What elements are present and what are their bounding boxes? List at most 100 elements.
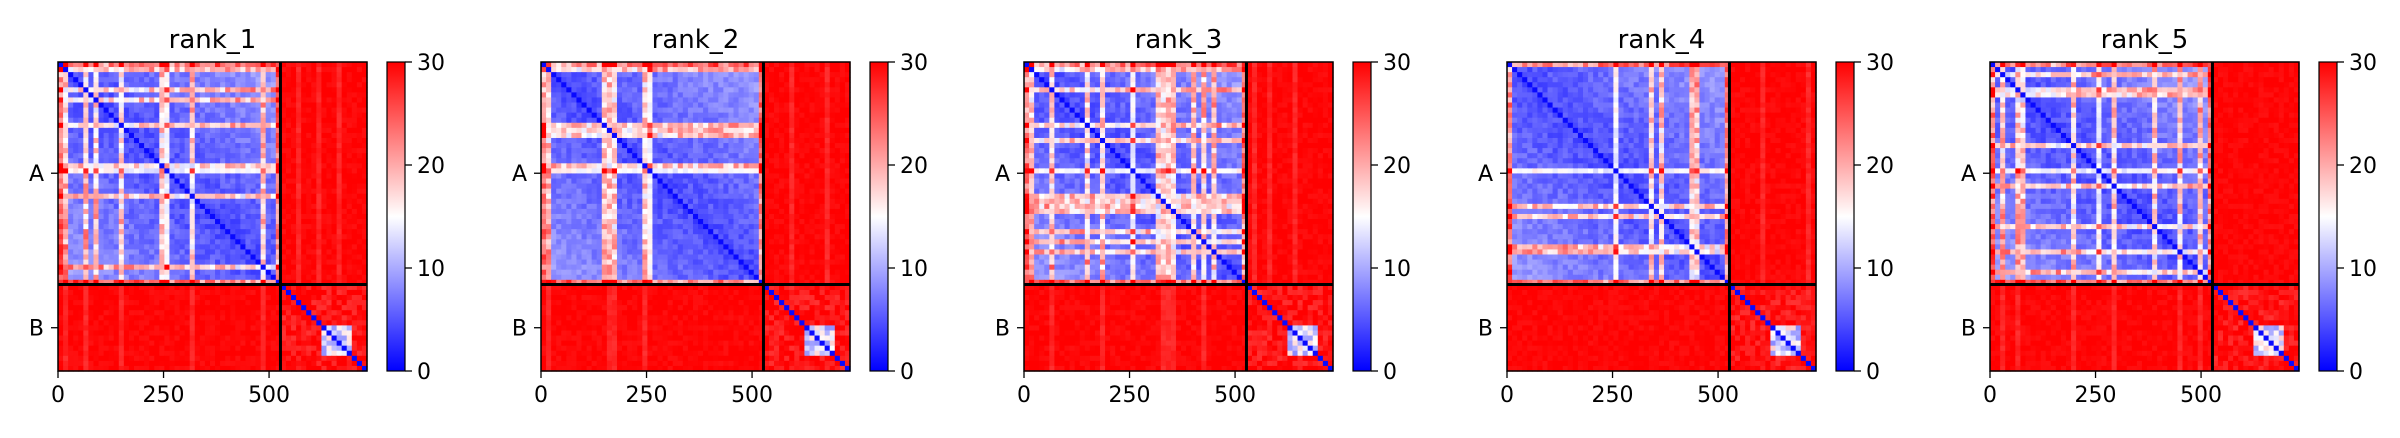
heatmap-cell [205, 158, 211, 164]
heatmap-cell [602, 113, 608, 119]
heatmap-cell [93, 92, 99, 98]
heatmap-cell [769, 82, 775, 88]
heatmap-cell [205, 62, 211, 68]
heatmap-cell [195, 118, 201, 124]
heatmap-cell [332, 224, 338, 230]
heatmap-cell [88, 199, 94, 205]
heatmap-cell [149, 219, 155, 225]
heatmap-cell [301, 356, 307, 362]
heatmap-cell [321, 234, 327, 240]
heatmap-cell [83, 265, 89, 271]
heatmap-cell [754, 143, 760, 149]
heatmap-cell [779, 92, 785, 98]
heatmap-cell [139, 351, 145, 357]
heatmap-cell [337, 275, 343, 281]
heatmap-cell [326, 77, 332, 83]
heatmap-cell [245, 148, 251, 154]
heatmap-cell [703, 158, 709, 164]
heatmap-cell [357, 249, 363, 255]
heatmap-cell [627, 67, 633, 73]
heatmap-cell [541, 133, 547, 139]
heatmap-cell [352, 325, 358, 331]
heatmap-cell [114, 92, 120, 98]
heatmap-cell [830, 103, 836, 109]
heatmap-cell [582, 108, 588, 114]
heatmap-cell [301, 315, 307, 321]
heatmap-cell [175, 229, 181, 235]
heatmap-cell [230, 128, 236, 134]
heatmap-cell [200, 336, 206, 342]
heatmap-cell [576, 118, 582, 124]
heatmap-cell [220, 204, 226, 210]
heatmap-cell [240, 219, 246, 225]
heatmap-cell [240, 305, 246, 311]
heatmap-cell [830, 97, 836, 103]
heatmap-cell [311, 168, 317, 174]
heatmap-cell [119, 341, 125, 347]
heatmap-cell [342, 341, 348, 347]
heatmap-cell [799, 62, 805, 68]
heatmap-cell [63, 219, 69, 225]
heatmap-cell [357, 128, 363, 134]
heatmap-cell [195, 184, 201, 190]
heatmap-cell [88, 239, 94, 245]
heatmap-cell [93, 67, 99, 73]
heatmap-cell [63, 62, 69, 68]
heatmap-cell [566, 77, 572, 83]
heatmap-cell [296, 148, 302, 154]
heatmap-cell [175, 62, 181, 68]
heatmap-cell [840, 97, 846, 103]
heatmap-cell [301, 194, 307, 200]
heatmap-cell [220, 295, 226, 301]
heatmap-cell [642, 103, 648, 109]
heatmap-cell [73, 249, 79, 255]
heatmap-cell [180, 128, 186, 134]
heatmap-cell [83, 341, 89, 347]
heatmap-cell [129, 103, 135, 109]
heatmap-cell [119, 315, 125, 321]
heatmap-cell [139, 356, 145, 362]
heatmap-cell [809, 97, 815, 103]
heatmap-cell [58, 265, 64, 271]
heatmap-cell [195, 199, 201, 205]
heatmap-cell [93, 356, 99, 362]
heatmap-cell [546, 118, 552, 124]
heatmap-cell [337, 219, 343, 225]
heatmap-cell [809, 118, 815, 124]
heatmap-cell [301, 244, 307, 250]
heatmap-cell [225, 158, 231, 164]
heatmap-cell [124, 260, 130, 266]
heatmap-cell [316, 219, 322, 225]
heatmap-cell [728, 143, 734, 149]
heatmap-cell [311, 290, 317, 296]
heatmap-cell [703, 123, 709, 129]
heatmap-cell [58, 118, 64, 124]
heatmap-cell [119, 260, 125, 266]
heatmap-cell [301, 224, 307, 230]
heatmap-cell [296, 92, 302, 98]
heatmap-cell [78, 113, 84, 119]
heatmap-cell [200, 219, 206, 225]
heatmap-cell [342, 103, 348, 109]
heatmap-cell [678, 108, 684, 114]
heatmap-cell [205, 315, 211, 321]
heatmap-cell [144, 82, 150, 88]
heatmap-cell [104, 265, 110, 271]
heatmap-cell [683, 163, 689, 169]
heatmap-cell [296, 239, 302, 245]
heatmap-cell [301, 239, 307, 245]
heatmap-cell [306, 77, 312, 83]
heatmap-cell [632, 123, 638, 129]
heatmap-cell [804, 77, 810, 83]
heatmap-cell [337, 346, 343, 352]
heatmap-cell [352, 92, 358, 98]
heatmap-cell [337, 103, 343, 109]
heatmap-cell [637, 163, 643, 169]
heatmap-cell [164, 295, 170, 301]
heatmap-cell [88, 158, 94, 164]
heatmap-cell [83, 173, 89, 179]
heatmap-cell [114, 118, 120, 124]
heatmap-cell [185, 295, 191, 301]
heatmap-cell [240, 194, 246, 200]
heatmap-cell [683, 67, 689, 73]
